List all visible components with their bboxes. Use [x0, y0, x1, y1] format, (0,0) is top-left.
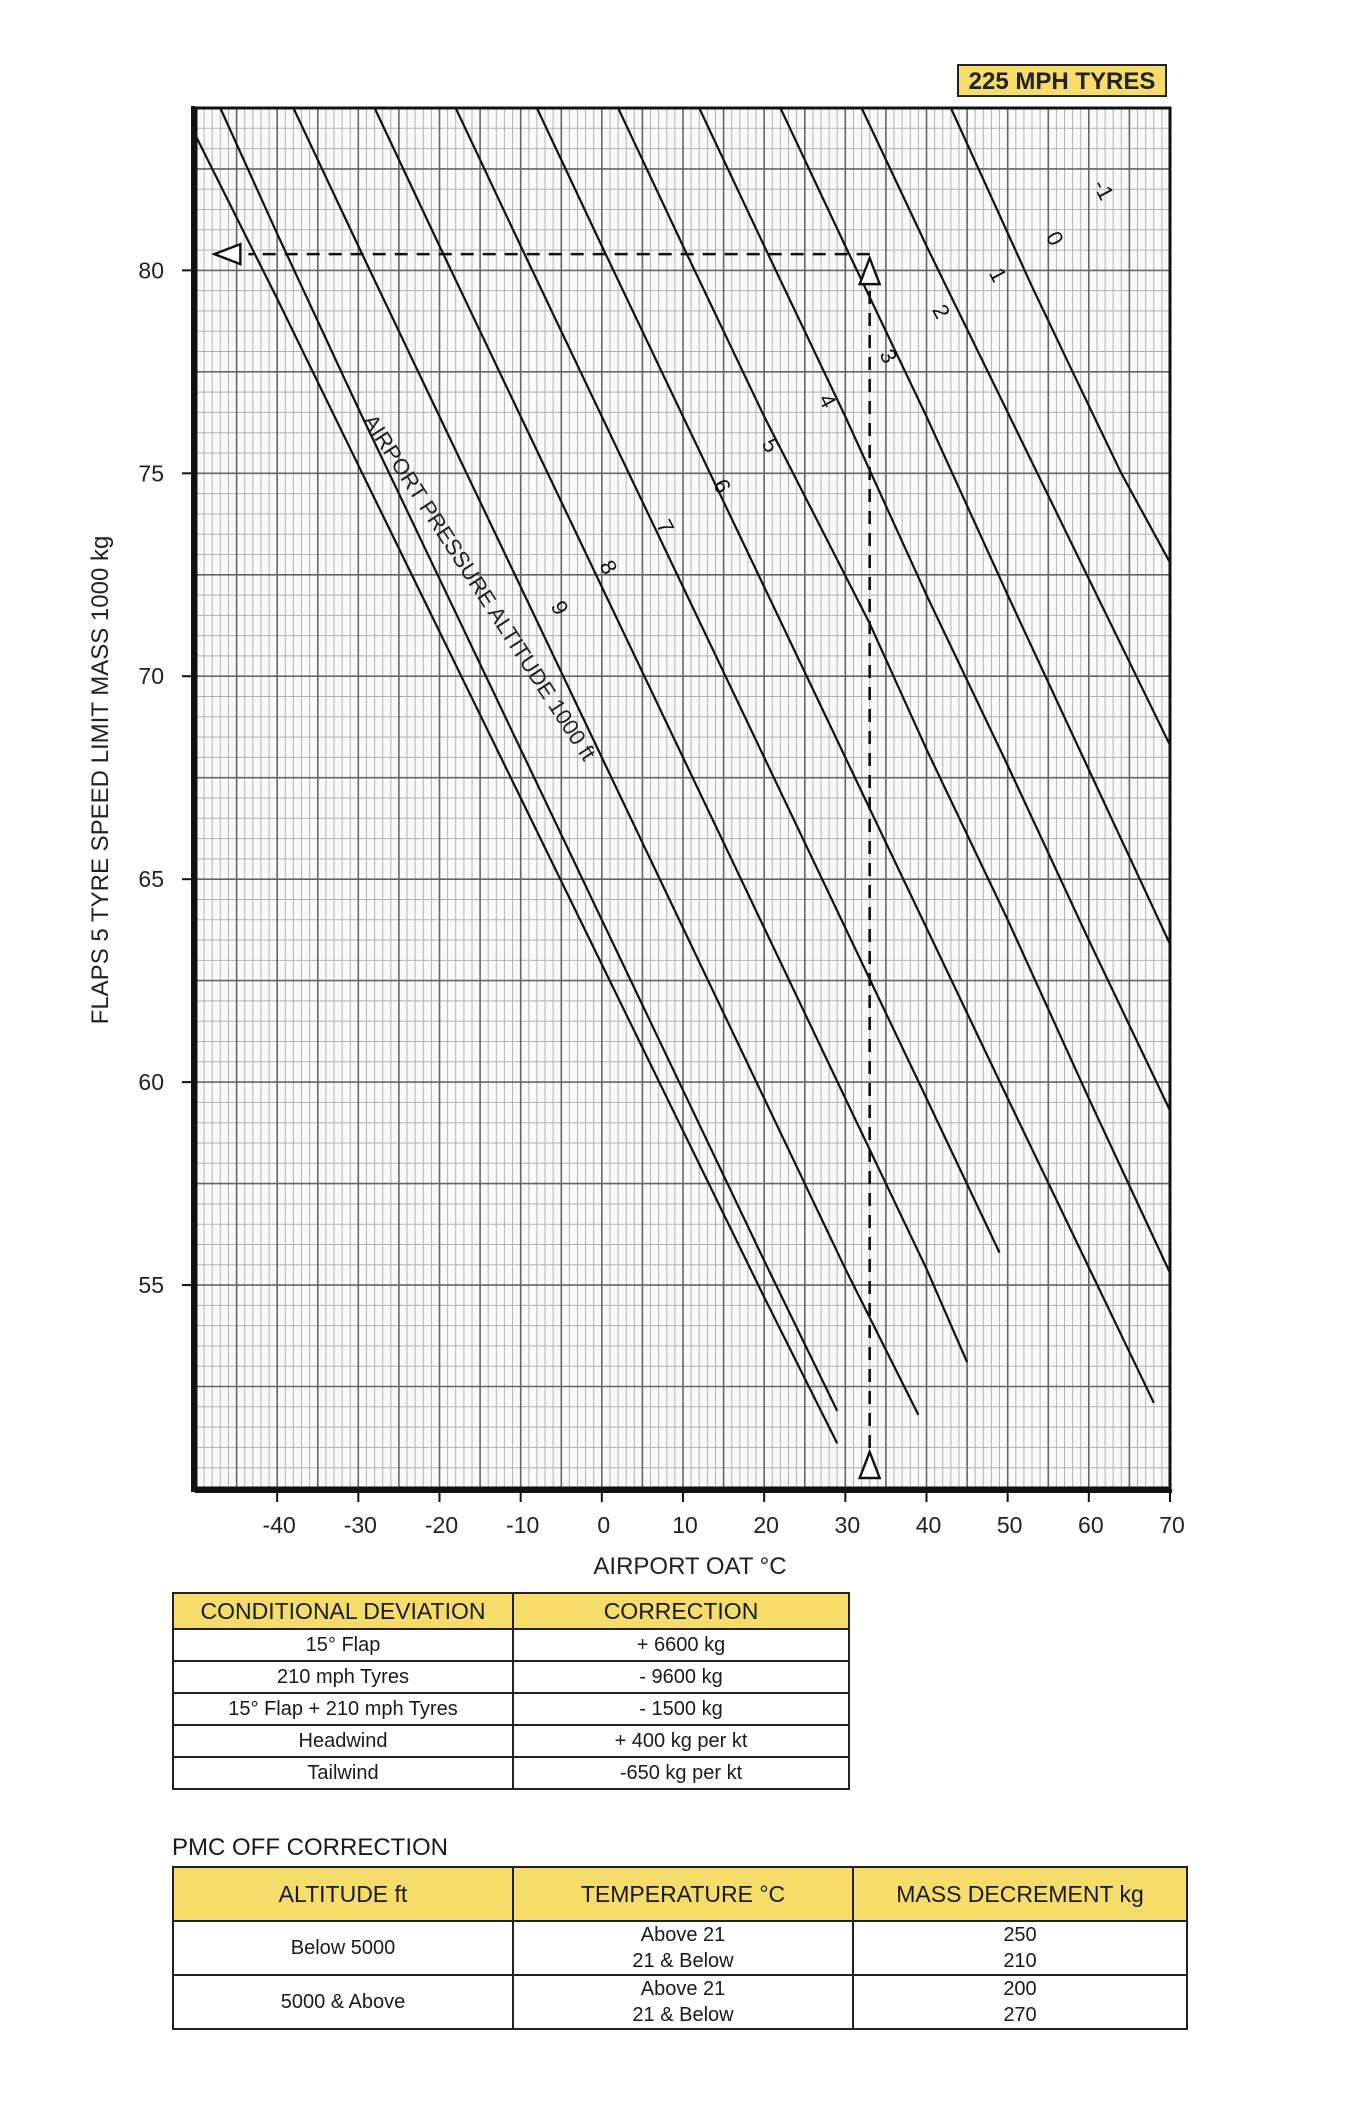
pmc-off-table: ALTITUDE ft TEMPERATURE °C MASS DECREMEN… [172, 1866, 1188, 2030]
header-altitude: ALTITUDE ft [172, 1866, 514, 1922]
deviation-cell: Tailwind [172, 1756, 514, 1790]
y-tick-label: 55 [138, 1272, 164, 1298]
deviation-cell: 210 mph Tyres [172, 1660, 514, 1694]
header-conditional-deviation: CONDITIONAL DEVIATION [172, 1592, 514, 1630]
deviation-cell: 15° Flap + 210 mph Tyres [172, 1692, 514, 1726]
altitude-curve-7 [292, 107, 920, 1416]
altitude-curve-2 [698, 107, 1171, 1111]
x-tick-label: 50 [997, 1512, 1023, 1538]
table-row: Headwind + 400 kg per kt [172, 1724, 850, 1758]
correction-cell: - 1500 kg [512, 1692, 850, 1726]
x-tick-label: -30 [344, 1512, 377, 1538]
temperature-value: 21 & Below [632, 2004, 734, 2026]
temperature-value: 21 & Below [632, 1950, 734, 1972]
temperature-cell: Above 21 21 & Below [512, 1920, 854, 1976]
x-tick-label: 70 [1159, 1512, 1185, 1538]
x-tick-label: -10 [506, 1512, 539, 1538]
chart-axes: -40 -30 -20 -10 0 10 20 30 40 50 60 70 55 60 65 70 75 80 [138, 106, 1185, 1538]
pmc-off-title: PMC OFF CORRECTION [172, 1834, 448, 1861]
y-tick-label: 65 [138, 866, 164, 892]
temperature-value: Above 21 [640, 1924, 726, 1946]
x-tick-label: 20 [753, 1512, 779, 1538]
example-arrow-bottom [857, 1448, 882, 1480]
temperature-cell: Above 21 21 & Below [512, 1974, 854, 2030]
chart-grid [195, 107, 1171, 1489]
x-tick-label: 0 [597, 1512, 610, 1538]
mass-decrement-value: 200 [1003, 1978, 1037, 2000]
altitude-cell: 5000 & Above [172, 1974, 514, 2030]
y-tick-label: 80 [138, 257, 164, 283]
badge-box [957, 64, 1167, 97]
correction-cell: - 9600 kg [512, 1660, 850, 1694]
table-row: 15° Flap + 6600 kg [172, 1628, 850, 1662]
y-tick-label: 60 [138, 1069, 164, 1095]
table-row: 5000 & Above Above 21 21 & Below 200 270 [172, 1974, 1188, 2030]
example-arrow-left [211, 242, 242, 266]
altitude-curve-1 [779, 107, 1171, 945]
altitude-cell: Below 5000 [172, 1920, 514, 1976]
plot-frame [194, 106, 1172, 1490]
altitude-curves [195, 107, 1171, 1444]
mass-decrement-cell: 250 210 [852, 1920, 1188, 1976]
altitude-curve-8 [219, 107, 839, 1412]
mass-decrement-value: 270 [1003, 2004, 1037, 2026]
table-header-row: CONDITIONAL DEVIATION CORRECTION [172, 1592, 850, 1630]
correction-cell: + 6600 kg [512, 1628, 850, 1662]
table-row: Below 5000 Above 21 21 & Below 250 210 [172, 1920, 1188, 1976]
x-tick-label: 40 [916, 1512, 942, 1538]
correction-cell: + 400 kg per kt [512, 1724, 850, 1758]
header-mass-decrement: MASS DECREMENT kg [852, 1866, 1188, 1922]
mass-decrement-value: 250 [1003, 1924, 1037, 1946]
x-tick-label: -40 [263, 1512, 296, 1538]
altitude-curve-4 [535, 107, 1155, 1404]
x-tick-label: -20 [425, 1512, 458, 1538]
table-row: 210 mph Tyres - 9600 kg [172, 1660, 850, 1694]
header-temperature: TEMPERATURE °C [512, 1866, 854, 1922]
altitude-curve-9 [195, 135, 839, 1444]
badge-label: 225 MPH TYRES [969, 68, 1156, 95]
y-axis-label: FLAPS 5 TYRE SPEED LIMIT MASS 1000 kg [87, 536, 114, 1025]
altitude-curve-0 [860, 107, 1171, 746]
temperature-value: Above 21 [640, 1978, 726, 2000]
altitude-curve-5 [454, 107, 1001, 1254]
header-correction: CORRECTION [512, 1592, 850, 1630]
example-path [211, 242, 882, 1480]
altitude-curve-6 [373, 107, 969, 1363]
table-header-row: ALTITUDE ft TEMPERATURE °C MASS DECREMEN… [172, 1866, 1188, 1922]
x-tick-label: 30 [835, 1512, 861, 1538]
table-row: Tailwind -650 kg per kt [172, 1756, 850, 1790]
table-row: 15° Flap + 210 mph Tyres - 1500 kg [172, 1692, 850, 1726]
mass-decrement-value: 210 [1003, 1950, 1037, 1972]
altitude-curve-3 [617, 107, 1171, 1274]
example-arrow-mid [857, 254, 882, 286]
y-tick-label: 75 [138, 460, 164, 486]
correction-cell: -650 kg per kt [512, 1756, 850, 1790]
conditional-deviation-table: CONDITIONAL DEVIATION CORRECTION 15° Fla… [172, 1592, 850, 1790]
x-tick-label: 10 [672, 1512, 698, 1538]
deviation-cell: 15° Flap [172, 1628, 514, 1662]
altitude-curve--1 [949, 107, 1171, 564]
x-axis-label: AIRPORT OAT °C [593, 1553, 786, 1580]
mass-decrement-cell: 200 270 [852, 1974, 1188, 2030]
x-tick-label: 60 [1078, 1512, 1104, 1538]
y-tick-label: 70 [138, 663, 164, 689]
deviation-cell: Headwind [172, 1724, 514, 1758]
